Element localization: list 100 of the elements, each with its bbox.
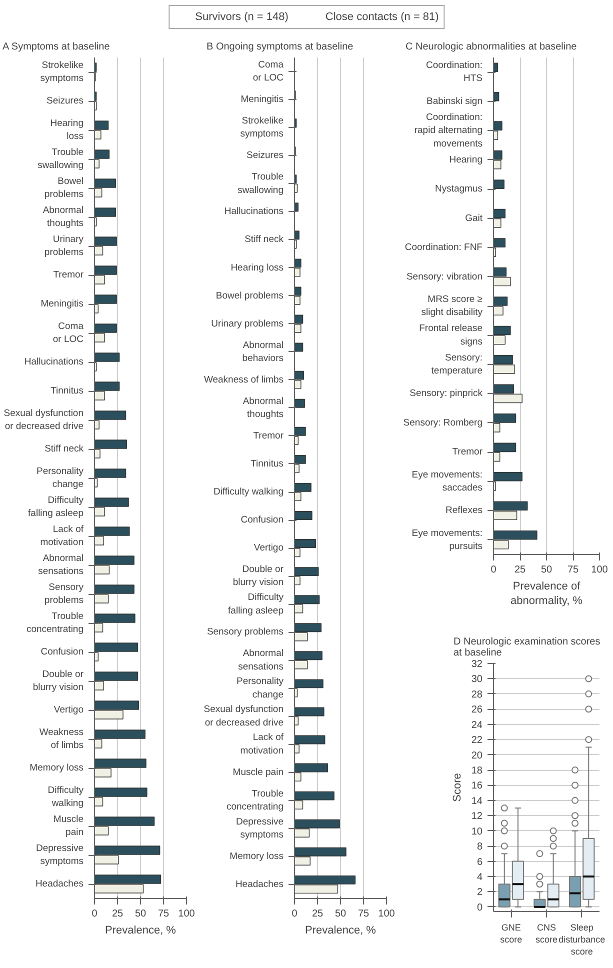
y-tick-label: Tremor	[253, 430, 284, 442]
y-tick-label: MRS score ≥ slight disability	[421, 294, 483, 318]
y-tick-label: Difficulty walking	[213, 486, 284, 498]
y-tick-label: Depressive symptoms	[236, 816, 284, 841]
y-tick-label: Difficulty walking	[48, 784, 84, 810]
y-tick-label: Abnormal behaviors	[242, 340, 284, 364]
y-tick-label: Weakness of limbs	[204, 374, 284, 386]
y-tick-label: Tinnitus	[50, 386, 84, 396]
x-tick-label: 0	[92, 908, 98, 920]
y-tick-label: Urinary problems	[44, 234, 84, 258]
y-tick-label: 26	[471, 704, 483, 716]
y-tick-label: Double or blurry vision	[232, 564, 284, 588]
chart-title: at baseline	[454, 648, 502, 658]
y-tick-label: 10	[471, 826, 483, 838]
y-tick-label: Coordination: rapid alternating movements	[414, 112, 483, 150]
x-tick-label: 25	[312, 908, 324, 920]
y-tick-label: Muscle pain	[53, 814, 84, 838]
text: A Symptoms at baseline	[2, 42, 110, 52]
x-tick-label: 100	[591, 564, 608, 576]
x-tick-label: 0	[490, 564, 497, 576]
y-tick-label: Trouble swallowing	[238, 172, 284, 196]
x-tick-label: 25	[112, 908, 124, 920]
y-tick-label: Coordination: HTS	[426, 60, 483, 84]
x-tick-label: 0	[292, 908, 298, 920]
y-tick-label: Trouble concentrating	[26, 610, 84, 636]
x-tick-label: 75	[358, 908, 370, 920]
y-tick-label: Abnormal sensations	[238, 648, 284, 672]
y-tick-label: Double or blurry vision	[32, 668, 84, 694]
x-tick-label: 50	[334, 908, 346, 920]
x-tick-label: 50	[540, 564, 552, 576]
y-tick-label: Strokelike symptoms	[240, 115, 284, 140]
y-tick-label: 28	[471, 689, 483, 700]
y-tick-label: 30	[471, 674, 483, 686]
y-tick-label: Weakness of limbs	[39, 726, 84, 752]
y-axis-title: Score	[451, 773, 464, 802]
y-tick-label: Meningitis	[240, 94, 284, 106]
y-tick-label: Trouble swallowing	[38, 146, 84, 172]
y-tick-label: Bowel problems	[44, 176, 84, 200]
text: Close contacts (n = 81)	[325, 11, 439, 23]
y-tick-label: Eye movements: pursuits	[412, 528, 483, 552]
y-tick-label: Depressive symptoms	[36, 842, 84, 868]
y-tick-label: Sexual dysfunction or decreased drive	[204, 704, 284, 728]
y-tick-label: Frontal release signs	[419, 323, 483, 348]
y-tick-label: Seizures	[246, 150, 284, 162]
y-tick-label: Stiff neck	[44, 444, 84, 454]
text: Survivors (n = 148)	[195, 11, 288, 23]
y-tick-label: Hearing loss	[230, 262, 284, 274]
y-tick-label: Lack of motivation	[40, 524, 84, 548]
y-tick-label: Sensory: Romberg	[403, 417, 482, 428]
y-tick-label: Tinnitus	[250, 458, 284, 470]
y-tick-label: Stiff neck	[244, 234, 284, 246]
y-tick-label: Reflexes	[446, 505, 483, 516]
y-tick-label: Trouble concentrating	[226, 788, 284, 812]
y-tick-label: 8	[476, 842, 483, 853]
y-tick-label: Sensory problems	[44, 582, 84, 606]
y-tick-label: Seizures	[46, 96, 84, 106]
y-tick-label: Strokelike symptoms	[40, 60, 84, 84]
y-tick-label: Gait	[465, 212, 483, 224]
y-tick-label: Abnormal sensations	[38, 552, 84, 578]
y-tick-label: 2	[476, 887, 483, 898]
x-tick-label: 75	[158, 908, 170, 920]
y-tick-label: Coordination: FNF	[404, 242, 483, 254]
y-tick-label: Personality change	[236, 676, 284, 700]
x-tick-label: 100	[378, 908, 396, 920]
x-tick-label: CNS score	[535, 922, 558, 944]
y-tick-label: 20	[471, 750, 483, 762]
y-tick-label: Confusion	[40, 646, 84, 658]
y-tick-label: Coma or LOC	[52, 320, 84, 346]
y-tick-label: Abnormal thoughts	[242, 396, 284, 420]
y-tick-label: Nystagmus	[434, 184, 483, 195]
y-tick-label: 4	[476, 872, 483, 884]
y-tick-label: 18	[471, 766, 483, 777]
y-tick-label: 22	[471, 735, 483, 746]
y-tick-label: 6	[476, 856, 483, 868]
y-tick-label: Bowel problems	[216, 290, 284, 302]
y-tick-label: Sensory problems	[206, 626, 284, 638]
y-tick-label: Lack of motivation	[240, 732, 284, 756]
y-tick-label: Hallucinations	[24, 356, 84, 368]
y-tick-label: Coma or LOC	[252, 59, 284, 84]
y-tick-label: Difficulty falling asleep	[28, 494, 84, 520]
y-tick-label: Headaches	[235, 878, 284, 890]
y-tick-label: Confusion	[240, 514, 284, 526]
y-tick-label: Muscle pain	[232, 766, 284, 778]
y-tick-label: Vertigo	[254, 542, 284, 554]
y-tick-label: 24	[471, 720, 483, 731]
text: C Neurologic abnormalities at baseline	[406, 42, 577, 52]
x-axis-title: Prevalence of abnormality, %	[510, 580, 583, 607]
x-tick-label: Sleep disturbance score	[558, 922, 606, 956]
y-tick-label: Eye movements: saccades	[412, 469, 483, 494]
text: D Neurologic examination scores	[454, 636, 600, 648]
y-tick-label: 32	[471, 659, 483, 670]
x-axis-title: Prevalence, %	[305, 924, 376, 936]
y-tick-label: Memory loss	[30, 762, 84, 774]
y-tick-label: Urinary problems	[211, 318, 284, 330]
x-tick-label: GNE score	[500, 922, 522, 944]
x-tick-label: 100	[178, 908, 196, 920]
y-tick-label: Hearing loss	[50, 118, 84, 142]
y-tick-label: Headaches	[35, 878, 84, 890]
y-tick-label: Hallucinations	[224, 206, 284, 218]
y-tick-label: Tremor	[452, 446, 483, 458]
